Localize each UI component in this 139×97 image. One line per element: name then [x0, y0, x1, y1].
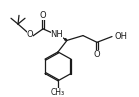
Text: OH: OH	[115, 32, 128, 41]
Text: O: O	[27, 30, 33, 39]
Text: CH₃: CH₃	[51, 88, 65, 97]
Text: NH: NH	[51, 30, 63, 39]
Text: O: O	[94, 50, 100, 59]
Text: O: O	[40, 11, 46, 20]
